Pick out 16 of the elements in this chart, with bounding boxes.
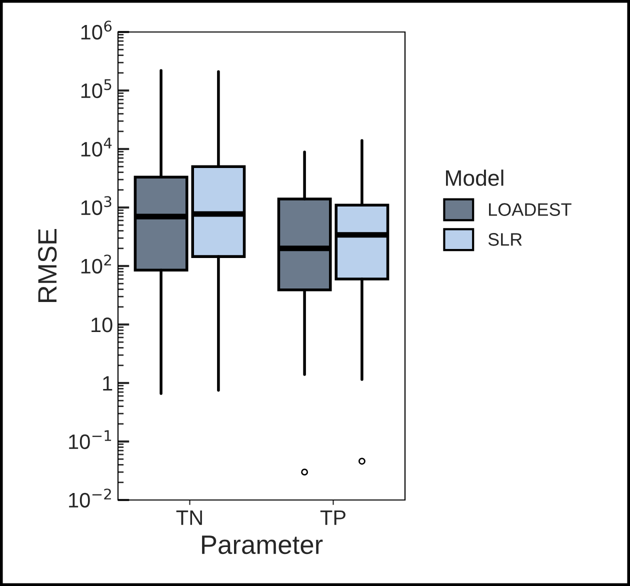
y-tick-label: 10$^{2}$ xyxy=(81,254,111,274)
y-tick-label: 10$^{4}$ xyxy=(81,138,112,157)
y-tick-label: 1 xyxy=(103,376,112,391)
y-tick-label: 10 xyxy=(92,318,112,332)
x-tick-label: TP xyxy=(320,510,346,525)
y-axis-title: RMSE xyxy=(38,229,57,302)
legend-label: SLR xyxy=(488,233,522,246)
y-tick-label: 10$^{6}$ xyxy=(81,20,112,40)
y-tick-label: 10$^{3}$ xyxy=(81,196,112,216)
y-tick-label: 10$^{−2}$ xyxy=(69,488,111,508)
x-axis-title: Parameter xyxy=(202,536,323,554)
x-tick-label: TN xyxy=(176,510,202,525)
legend-label: LOADEST xyxy=(489,203,572,216)
y-tick-label: 10$^{5}$ xyxy=(81,79,112,98)
y-tick-label: 10$^{−1}$ xyxy=(69,430,112,450)
legend-title: Model xyxy=(446,170,504,186)
